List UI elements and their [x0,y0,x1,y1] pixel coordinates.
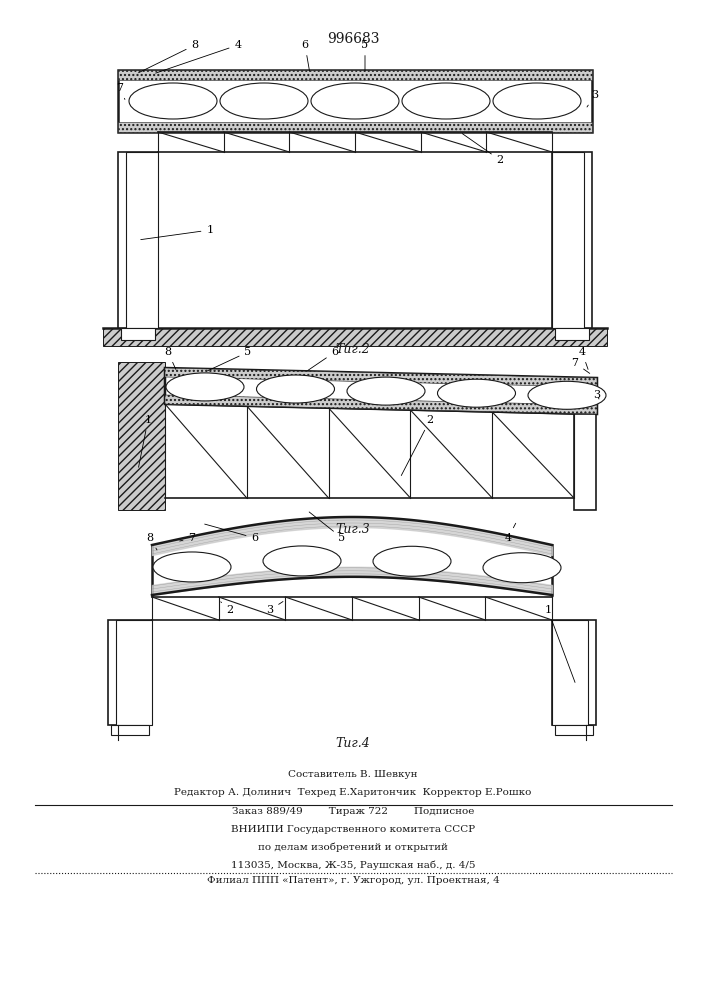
Bar [111,725,149,735]
Text: по делам изобретений и открытий: по делам изобретений и открытий [258,842,448,852]
Bar [552,620,588,725]
Text: Филиал ППП «Патент», г. Ужгород, ул. Проектная, 4: Филиал ППП «Патент», г. Ужгород, ул. Про… [206,876,499,885]
Text: Τиг.2: Τиг.2 [336,343,370,356]
Bar [103,328,607,346]
Ellipse shape [311,83,399,119]
Ellipse shape [483,553,561,583]
Text: Τиг.4: Τиг.4 [336,737,370,750]
Text: 996683: 996683 [327,32,379,46]
Text: 6: 6 [308,347,339,370]
Ellipse shape [438,379,515,407]
Text: 113035, Москва, Ж-35, Раушская наб., д. 4/5: 113035, Москва, Ж-35, Раушская наб., д. … [230,860,475,869]
Text: 1: 1 [139,415,151,467]
Ellipse shape [347,377,425,405]
Bar [118,70,592,132]
Text: ВНИИПИ Государственного комитета СССР: ВНИИПИ Государственного комитета СССР [231,825,475,834]
Text: 6: 6 [204,524,259,543]
Text: 2: 2 [462,134,503,165]
Ellipse shape [129,83,217,119]
Polygon shape [165,368,597,414]
Text: Заказ 889/49        Тираж 722        Подписное: Заказ 889/49 Тираж 722 Подписное [232,807,474,816]
Text: Редактор А. Долинич  Техред Е.Харитончик  Корректор Е.Рошко: Редактор А. Долинич Техред Е.Харитончик … [175,788,532,797]
Ellipse shape [153,552,231,582]
Ellipse shape [257,375,334,403]
Ellipse shape [166,373,244,401]
Bar [555,328,589,340]
Text: 5: 5 [361,40,368,71]
Polygon shape [165,395,597,414]
Bar [555,725,593,735]
Text: 8: 8 [139,40,199,73]
Bar [126,152,158,328]
Bar [574,414,596,510]
Text: 3: 3 [587,90,599,107]
Ellipse shape [263,546,341,576]
Polygon shape [165,368,597,387]
Ellipse shape [373,546,451,576]
Text: 2: 2 [402,415,433,476]
Bar [118,122,592,132]
Text: 4: 4 [578,347,588,369]
Text: 1: 1 [544,605,575,682]
Text: 6: 6 [301,40,310,71]
Text: 3: 3 [593,390,600,400]
Bar [116,620,152,725]
Ellipse shape [220,83,308,119]
Text: 7: 7 [571,358,590,373]
Bar [552,152,584,328]
Text: 8: 8 [146,533,157,550]
Bar [118,70,592,80]
Text: 5: 5 [309,512,346,543]
Bar [552,152,592,328]
Text: 4: 4 [504,523,515,543]
Text: Τиг.3: Τиг.3 [336,523,370,536]
Text: 3: 3 [267,602,283,615]
Bar [121,328,155,340]
Text: 2: 2 [221,602,233,615]
Bar [118,362,165,510]
Text: 7: 7 [180,533,196,543]
Bar [552,620,596,725]
Text: 7: 7 [117,83,125,99]
Text: 4: 4 [156,40,242,73]
Ellipse shape [402,83,490,119]
Bar [118,152,158,328]
Text: Составитель В. Шевкун: Составитель В. Шевкун [288,770,418,779]
Text: 8: 8 [165,347,176,369]
Ellipse shape [528,381,606,409]
Ellipse shape [493,83,581,119]
Text: 1: 1 [141,225,214,240]
Text: 5: 5 [208,347,252,371]
Bar [108,620,152,725]
